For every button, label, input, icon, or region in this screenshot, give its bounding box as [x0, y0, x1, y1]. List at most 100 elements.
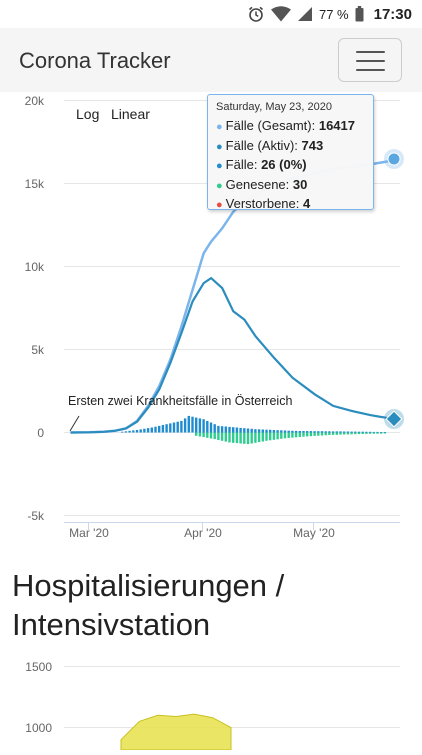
new-cases-bar	[343, 431, 346, 433]
daily-bars	[121, 415, 387, 445]
log-scale-button[interactable]: Log	[76, 106, 100, 122]
new-cases-bar	[368, 431, 372, 433]
linear-scale-button[interactable]: Linear	[111, 106, 150, 122]
recovered-bar	[209, 432, 213, 439]
new-cases-bar	[143, 428, 146, 433]
navbar: Corona Tracker	[0, 28, 422, 92]
hospitalization-chart[interactable]: 1500 1000	[0, 650, 422, 751]
first-cases-annotation: Ersten zwei Krankheitsfälle in Österreic…	[68, 394, 292, 408]
series-dot-icon: ●	[216, 121, 223, 133]
recovered-bar	[376, 432, 379, 434]
tooltip-row-active: ● Fälle (Aktiv): 743	[216, 137, 324, 153]
new-cases-bar	[158, 425, 161, 433]
section-title-hospitalizations: Hospitalisierungen / Intensivstation	[12, 568, 285, 642]
new-cases-bar	[339, 431, 342, 433]
recovered-bar	[328, 432, 331, 435]
recovered-bar	[206, 432, 209, 438]
new-cases-bar	[154, 426, 157, 433]
y-tick-label: 0	[37, 426, 44, 440]
new-cases-bar	[357, 431, 361, 433]
recovered-bar	[306, 432, 309, 437]
new-cases-bar	[250, 428, 253, 433]
recovered-bar	[232, 432, 235, 443]
new-cases-bar	[161, 425, 165, 433]
recovered-bar	[283, 432, 287, 439]
recovered-bar	[343, 432, 346, 435]
recovered-bar	[309, 432, 313, 437]
tooltip-date: Saturday, May 23, 2020	[216, 101, 332, 113]
recovered-bar	[243, 432, 246, 444]
recovered-bar	[254, 432, 257, 443]
new-cases-bar	[206, 420, 209, 433]
brand-title[interactable]: Corona Tracker	[19, 48, 171, 73]
recovered-bar	[228, 432, 231, 443]
highlight-point-active[interactable]	[385, 410, 403, 428]
recovered-bar	[235, 432, 239, 444]
recovered-bar	[368, 432, 372, 434]
x-tick-label: Apr '20	[184, 526, 222, 540]
new-cases-bar	[121, 431, 124, 433]
new-cases-bar	[320, 431, 324, 433]
recovered-bar	[350, 432, 353, 435]
y-tick-label: -5k	[27, 509, 45, 523]
new-cases-bar	[313, 431, 316, 433]
new-cases-bar	[217, 425, 220, 433]
y-tick-label: 15k	[25, 177, 45, 191]
recovered-bar	[313, 432, 316, 436]
new-cases-bar	[246, 428, 250, 433]
recovered-bar	[280, 432, 283, 439]
y-tick-label: 1500	[25, 660, 52, 674]
y-axis-labels: 20k 15k 10k 5k 0 -5k	[25, 94, 45, 523]
recovered-bar	[324, 432, 327, 436]
series-dot-icon: ●	[216, 160, 223, 172]
recovered-bar	[224, 432, 227, 442]
recovered-bar	[361, 432, 364, 434]
new-cases-bar	[139, 429, 142, 433]
recovered-bar	[291, 432, 294, 438]
hamburger-menu-button[interactable]	[338, 38, 402, 82]
new-cases-bar	[380, 432, 383, 433]
new-cases-bar	[294, 430, 298, 433]
new-cases-bar	[124, 431, 128, 433]
recovered-bar	[383, 432, 387, 434]
new-cases-bar	[269, 429, 272, 433]
new-cases-bar	[361, 431, 364, 433]
new-cases-bar	[209, 422, 213, 433]
new-cases-bar	[328, 431, 331, 433]
recovered-bar	[239, 432, 242, 444]
series-dot-icon: ●	[216, 179, 223, 192]
new-cases-bar	[228, 426, 231, 433]
new-cases-bar	[135, 430, 139, 433]
new-cases-bar	[180, 420, 183, 433]
new-cases-bar	[272, 430, 276, 433]
new-cases-bar	[331, 431, 335, 433]
recovered-bar	[320, 432, 324, 436]
x-tick-label: May '20	[293, 526, 335, 540]
new-cases-bar	[146, 428, 150, 433]
battery-icon	[355, 6, 364, 22]
cases-chart[interactable]: 20k 15k 10k 5k 0 -5k Mar '20 Apr '20 May…	[0, 92, 422, 552]
wifi-icon	[270, 6, 291, 22]
new-cases-bar	[169, 423, 172, 433]
recovered-bar	[317, 432, 320, 436]
recovered-bar	[287, 432, 290, 438]
clock: 17:30	[373, 5, 412, 23]
new-cases-bar	[372, 431, 375, 433]
x-axis-ticks: Mar '20 Apr '20 May '20	[69, 522, 335, 540]
recovered-bar	[213, 432, 216, 440]
series-dot-icon: ●	[216, 199, 223, 211]
new-cases-bar	[335, 431, 338, 433]
tooltip-row-deaths: ● Verstorbene: 4	[216, 196, 311, 211]
status-bar: 77 % 17:30	[0, 0, 422, 28]
new-cases-bar	[202, 419, 205, 433]
new-cases-bar	[383, 432, 387, 433]
recovered-bar	[246, 432, 250, 445]
alarm-icon	[247, 5, 265, 23]
recovered-bar	[372, 432, 375, 434]
new-cases-bar	[257, 429, 261, 433]
new-cases-bar	[183, 418, 187, 433]
recovered-bar	[198, 432, 202, 437]
new-cases-bar	[213, 424, 216, 433]
highlight-point-total[interactable]	[387, 152, 401, 166]
y-tick-label: 1000	[25, 721, 52, 735]
